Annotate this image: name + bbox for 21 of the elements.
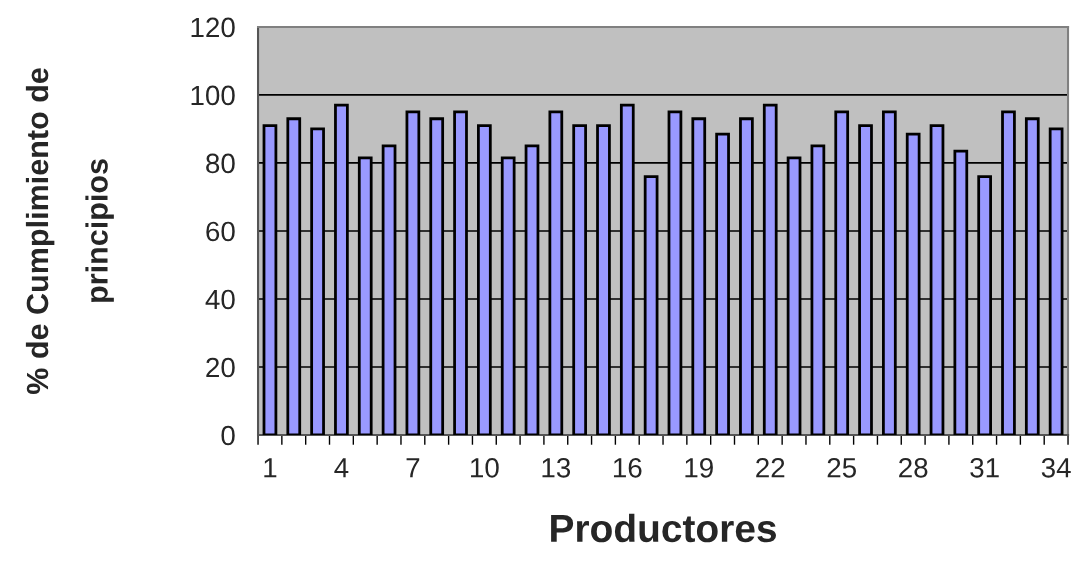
y-tick-label: 120 [191, 17, 235, 38]
x-tick-label: 1 [264, 458, 277, 478]
x-tick-label: 4 [334, 458, 349, 478]
x-tick-label: 34 [1041, 457, 1071, 478]
x-tick-label: 16 [613, 457, 642, 478]
x-axis-title: Productores [551, 513, 776, 543]
x-tick-label: 28 [899, 457, 928, 478]
y-tick-label: 80 [206, 153, 235, 174]
x-tick-label: 10 [471, 457, 499, 478]
x-tick-label: 22 [756, 457, 785, 478]
y-axis-title: % de Cumplimiento de principios [25, 68, 114, 395]
y-tick-label: 40 [205, 289, 235, 310]
y-tick-label: 60 [206, 221, 235, 242]
y-tick-label: 20 [206, 357, 235, 378]
x-tick-label: 19 [685, 457, 713, 478]
x-tick-label: 25 [827, 457, 856, 478]
x-tick-label: 31 [970, 457, 999, 478]
y-tick-label: 100 [191, 85, 235, 106]
y-tick-label: 0 [221, 425, 235, 446]
x-tick-label: 13 [542, 457, 571, 478]
x-tick-label: 7 [406, 458, 420, 478]
